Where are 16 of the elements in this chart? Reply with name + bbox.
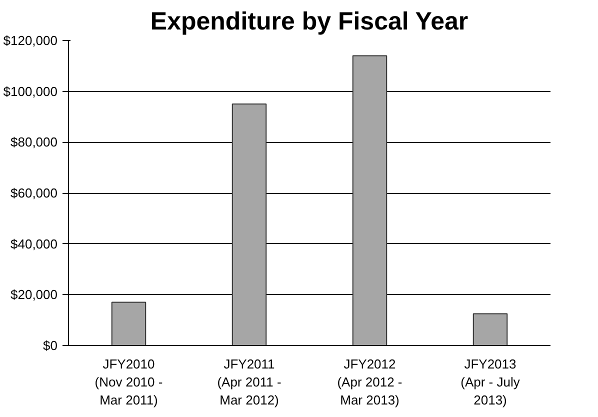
y-tick-label: $80,000 (10, 134, 58, 150)
x-tick-label: JFY2012 (Apr 2012 - Mar 2013) (337, 356, 402, 408)
x-tick-label: JFY2011 (Apr 2011 - Mar 2012) (217, 356, 282, 408)
y-tick-label: $100,000 (3, 84, 58, 99)
bar (352, 55, 388, 346)
chart-title: Expenditure by Fiscal Year (150, 8, 468, 36)
y-tick-label: $60,000 (10, 186, 58, 200)
y-tick-label: $40,000 (10, 236, 58, 252)
bar (111, 302, 146, 346)
y-tick-label: $120,000 (3, 33, 58, 48)
bar (472, 313, 508, 346)
bar (232, 104, 267, 346)
x-tick-label: JFY2013 (Apr - July 2013) (460, 356, 520, 408)
y-tick-label: $0 (43, 338, 58, 353)
x-tick-label: JFY2010 (Nov 2010 - Mar 2011) (94, 356, 163, 408)
y-tick-label: $20,000 (10, 287, 58, 302)
